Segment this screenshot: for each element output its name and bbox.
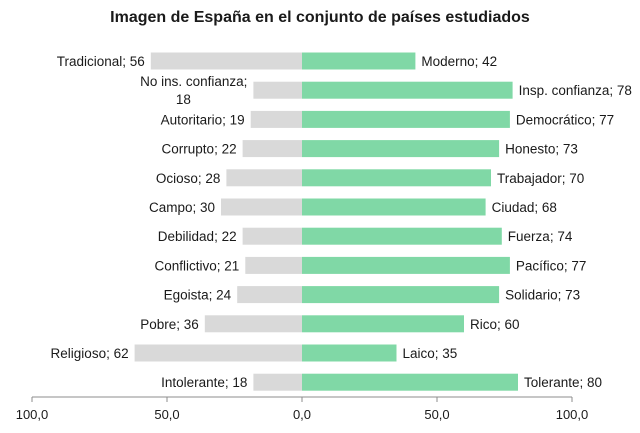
right-bar <box>302 373 518 391</box>
left-bar-label: Egoista; 24 <box>164 288 232 303</box>
right-bar <box>302 169 491 187</box>
left-bar <box>242 227 302 245</box>
right-bar-label: Laico; 35 <box>403 346 458 361</box>
chart-title: Imagen de España en el conjunto de paíse… <box>110 9 530 26</box>
left-bar-label: Pobre; 36 <box>140 317 199 332</box>
left-bar-label: Debilidad; 22 <box>158 229 237 244</box>
right-bar <box>302 315 464 333</box>
left-bar-value: 18 <box>176 92 191 107</box>
right-bar-label: Honesto; 73 <box>505 142 578 157</box>
left-bar <box>226 169 302 187</box>
left-bar <box>242 140 302 158</box>
right-bar <box>302 81 513 99</box>
left-bar <box>204 315 302 333</box>
right-bar <box>302 110 510 128</box>
left-bar-label: Religioso; 62 <box>51 346 129 361</box>
left-bar-label: Conflictivo; 21 <box>155 258 240 273</box>
right-bar-label: Trabajador; 70 <box>497 171 584 186</box>
left-bar <box>250 110 302 128</box>
right-bar <box>302 227 502 245</box>
left-bar-label: Intolerante; 18 <box>161 375 247 390</box>
x-tick-label: 100,0 <box>556 407 589 422</box>
right-bar-label: Solidario; 73 <box>505 288 580 303</box>
right-bar-label: Tolerante; 80 <box>524 375 602 390</box>
left-bar <box>245 256 302 274</box>
left-bar-label: Campo; 30 <box>149 200 215 215</box>
left-bar <box>150 52 302 70</box>
right-bar-label: Rico; 60 <box>470 317 520 332</box>
left-bar <box>221 198 302 216</box>
left-bar-label: Ocioso; 28 <box>156 171 221 186</box>
right-bar <box>302 256 510 274</box>
x-tick-label: 50,0 <box>424 407 449 422</box>
left-bar-label: No ins. confianza; <box>140 74 247 89</box>
right-bar <box>302 198 486 216</box>
left-bar-label: Tradicional; 56 <box>57 54 145 69</box>
left-bar <box>237 286 302 304</box>
right-bar-label: Insp. confianza; 78 <box>519 83 632 98</box>
left-bar <box>134 344 302 362</box>
right-bar <box>302 286 500 304</box>
right-bar <box>302 140 500 158</box>
right-bar-label: Fuerza; 74 <box>508 229 573 244</box>
right-bar <box>302 344 397 362</box>
x-tick-label: 0,0 <box>293 407 311 422</box>
right-bar <box>302 52 416 70</box>
x-tick-label: 50,0 <box>154 407 179 422</box>
left-bar <box>253 373 302 391</box>
right-bar-label: Pacífico; 77 <box>516 258 587 273</box>
left-bar-label: Corrupto; 22 <box>162 142 237 157</box>
right-bar-label: Democrático; 77 <box>516 112 614 127</box>
right-bar-label: Ciudad; 68 <box>492 200 557 215</box>
x-tick-label: 100,0 <box>16 407 49 422</box>
right-bar-label: Moderno; 42 <box>421 54 497 69</box>
left-bar <box>253 81 302 99</box>
left-bar-label: Autoritario; 19 <box>161 112 245 127</box>
